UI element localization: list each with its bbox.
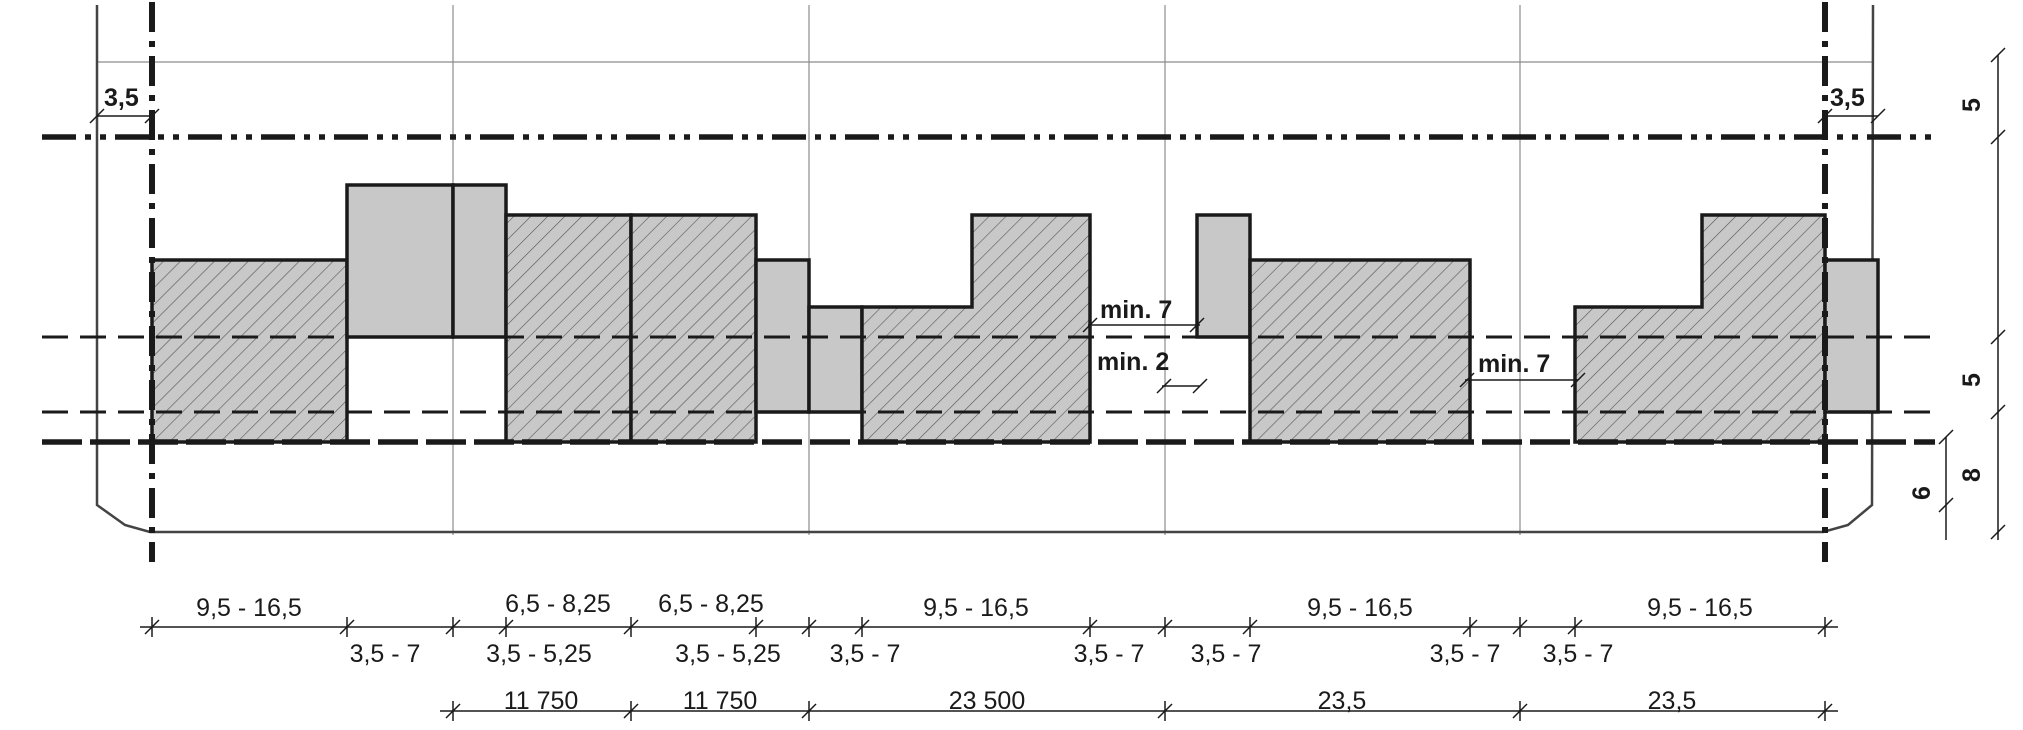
horizontal-reference-lines: [42, 134, 1935, 445]
min7-label-right: min. 7: [1478, 350, 1550, 378]
bottom-dimension-lines: [140, 617, 1838, 721]
dim-label: 6,5 - 8,25: [505, 590, 611, 618]
hatched-block: [629, 213, 758, 444]
dim-label: 11 750: [504, 687, 579, 715]
dimension-row-3: 11 750 11 750 23 500 23,5 23,5: [504, 687, 1697, 715]
dimension-row-2: 3,5 - 7 3,5 - 5,25 3,5 - 5,25 3,5 - 7 3,…: [350, 640, 1614, 668]
plain-block: [807, 305, 864, 414]
dim-label: 3,5 - 5,25: [675, 640, 781, 668]
dim-label: 3,5 - 7: [1191, 640, 1262, 668]
hatched-block: [150, 258, 349, 444]
dim-label: 3,5 - 5,25: [486, 640, 592, 668]
side-label-middle: 5: [1958, 373, 1986, 387]
hatched-block: [1573, 213, 1827, 444]
dim-label: 9,5 - 16,5: [1647, 594, 1753, 622]
dim-label: 3,5 - 7: [1074, 640, 1145, 668]
dim-label: 23,5: [1648, 687, 1697, 715]
road-outline: [95, 4, 1875, 534]
min7-label-left: min. 7: [1100, 296, 1172, 324]
top-offset-dimensions: [89, 108, 1886, 124]
dim-label: 6,5 - 8,25: [658, 590, 764, 618]
plain-block: [345, 183, 455, 339]
right-side-dimensions: [1938, 47, 2006, 540]
dim-label: 23,5: [1318, 687, 1367, 715]
dim-label: 11 750: [683, 687, 758, 715]
dim-label: 23 500: [949, 687, 1025, 715]
plain-block: [1195, 213, 1252, 339]
grid-lines: [97, 5, 1873, 535]
min-clearance-marks: [1082, 317, 1586, 394]
dim-label: 3,5 - 7: [350, 640, 421, 668]
hatched-block: [1248, 258, 1472, 444]
dimension-row-1: 9,5 - 16,5 6,5 - 8,25 6,5 - 8,25 9,5 - 1…: [196, 590, 1753, 622]
dim-label: 9,5 - 16,5: [196, 594, 302, 622]
plain-block: [451, 183, 508, 339]
blocks: [150, 183, 1880, 444]
dim-label: 3,5 - 7: [830, 640, 901, 668]
min2-label: min. 2: [1097, 348, 1169, 376]
side-label-inner-bottom: 6: [1908, 486, 1936, 500]
vertical-boundary-lines: [149, 2, 1828, 562]
hatched-block: [860, 213, 1092, 444]
side-label-outer-bottom: 8: [1958, 468, 1986, 482]
dim-label: 3,5 - 7: [1543, 640, 1614, 668]
offset-right-label: 3,5: [1830, 84, 1865, 112]
dim-label: 9,5 - 16,5: [923, 594, 1029, 622]
side-label-top: 5: [1958, 98, 1986, 112]
offset-left-label: 3,5: [104, 84, 139, 112]
dim-label: 9,5 - 16,5: [1307, 594, 1413, 622]
dim-label: 3,5 - 7: [1430, 640, 1501, 668]
hatched-block: [504, 213, 633, 444]
